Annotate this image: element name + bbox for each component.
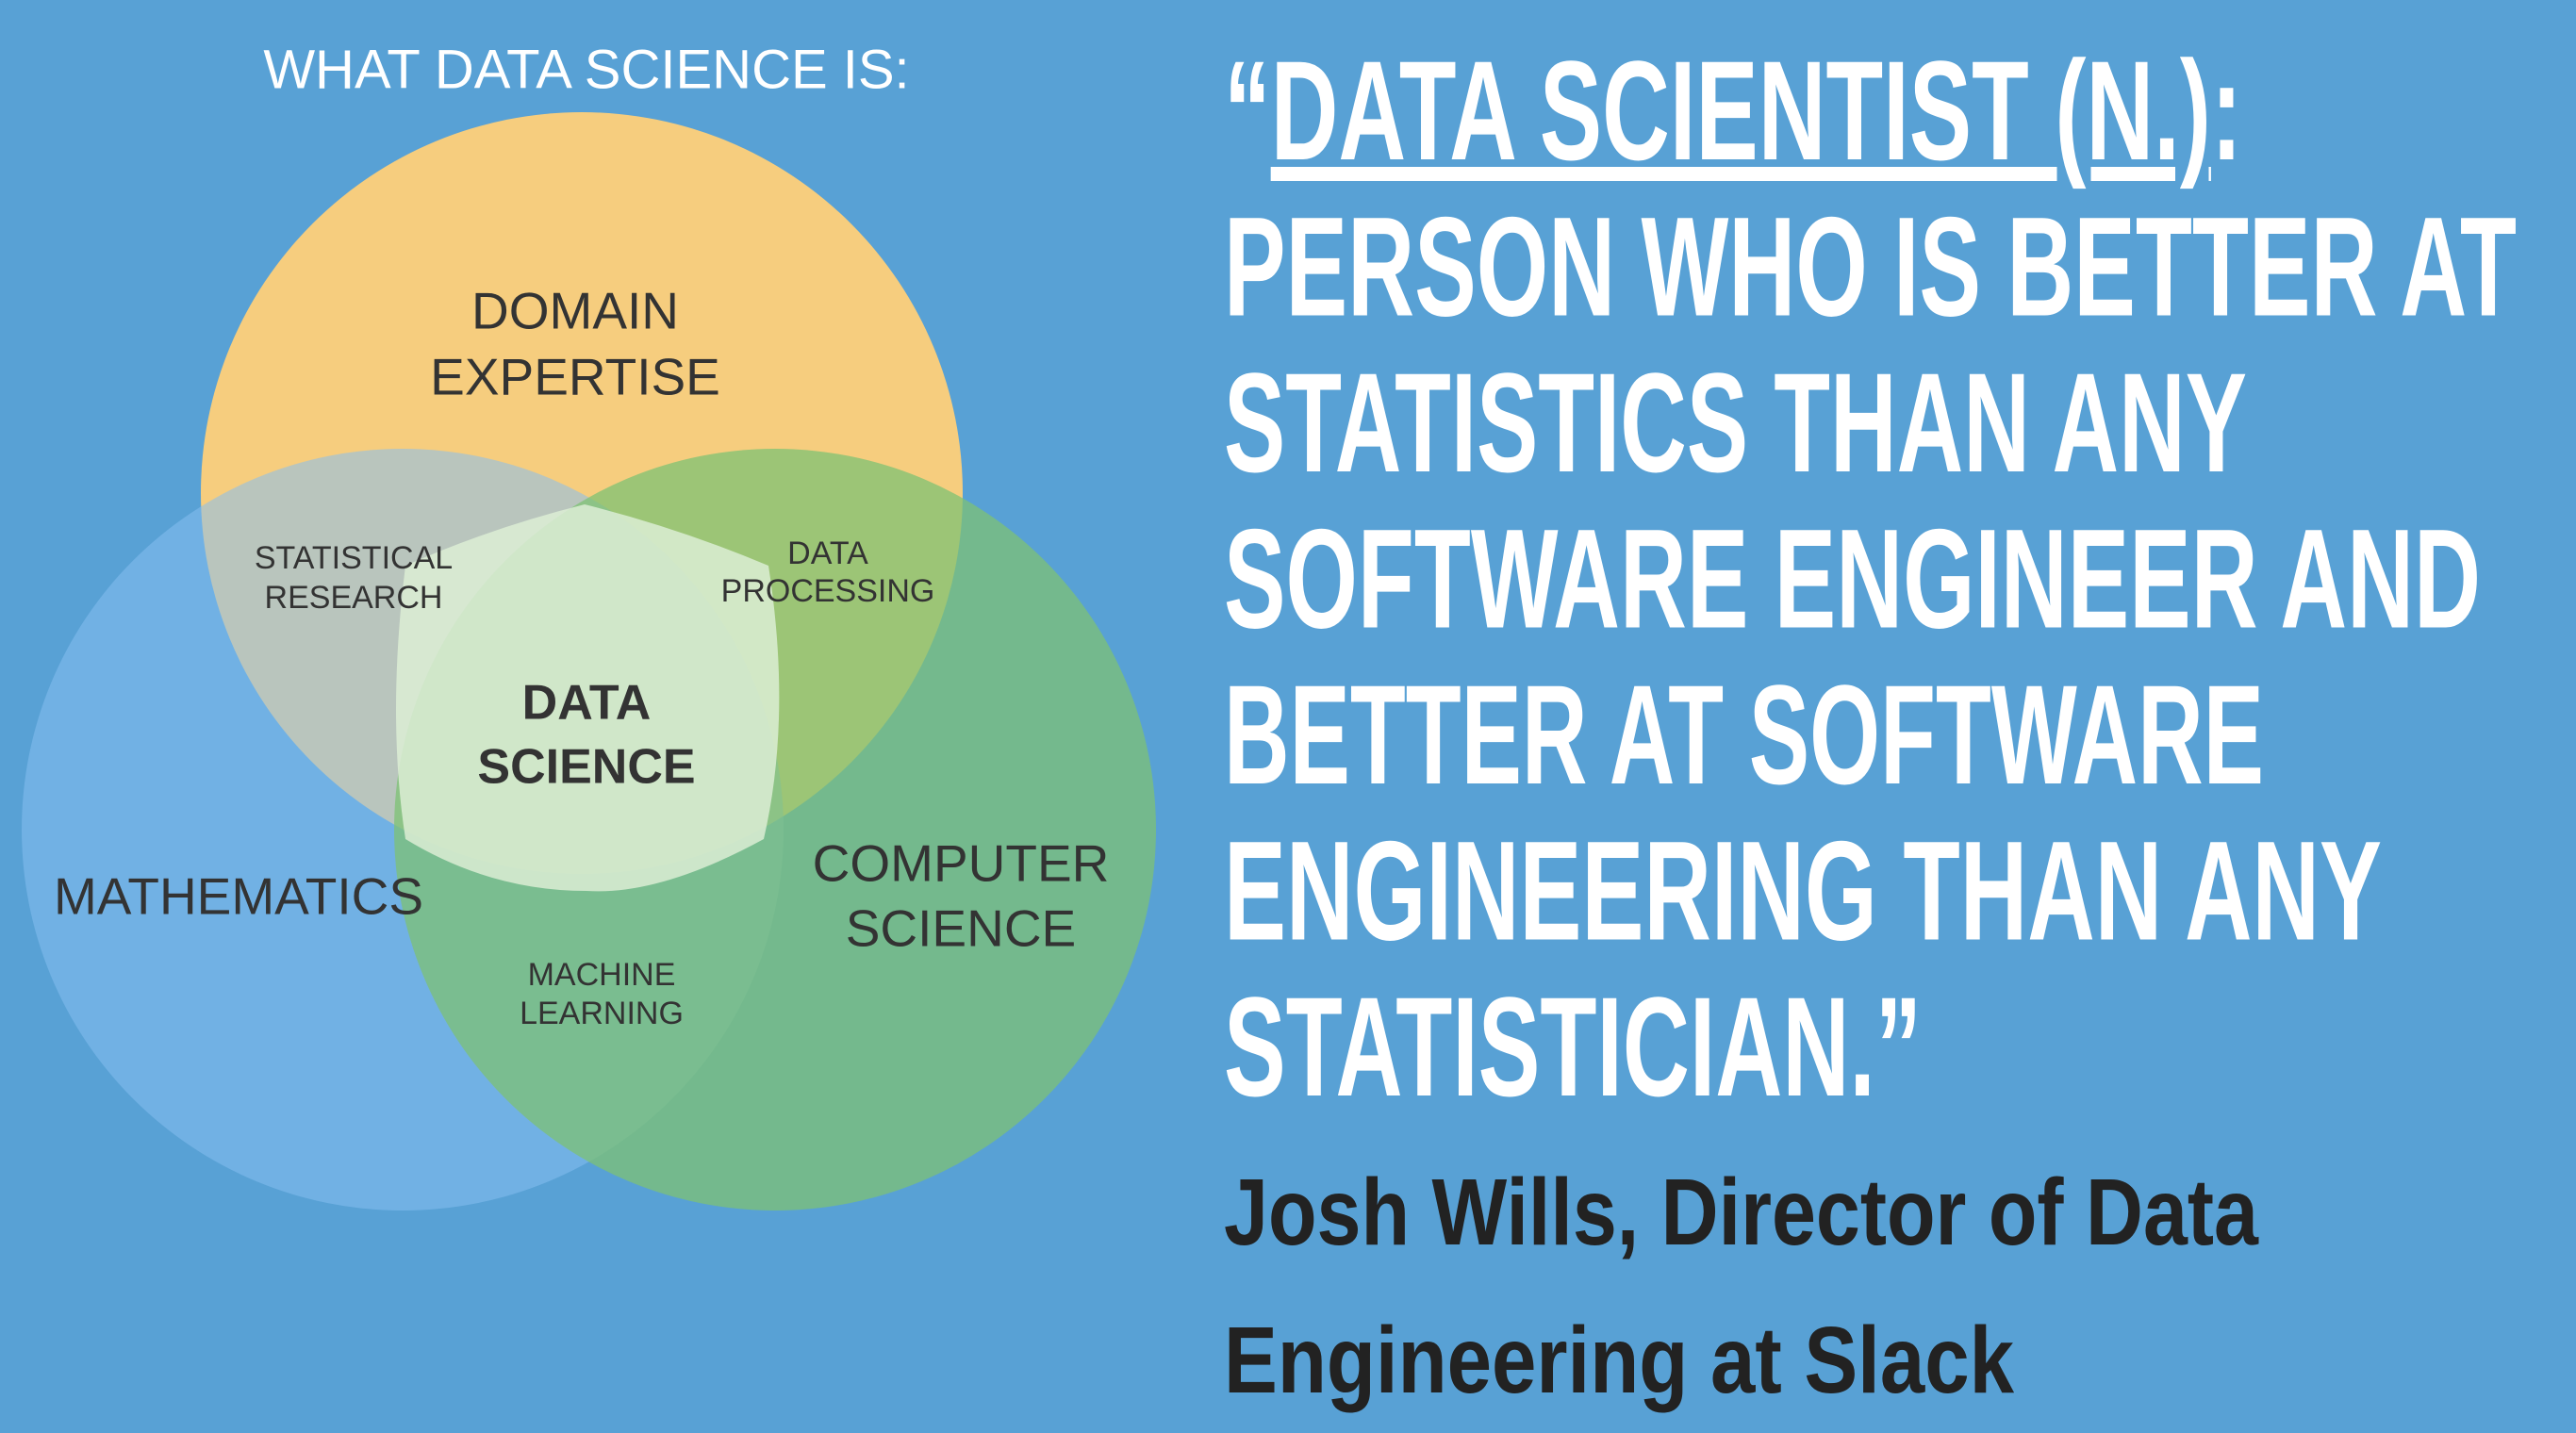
venn-label: RESEARCH — [265, 580, 443, 616]
slide-title: WHAT DATA SCIENCE IS: — [263, 39, 909, 100]
quote-term-end: : — [2211, 31, 2242, 189]
quote-line: STATISTICIAN.” — [1224, 967, 1922, 1126]
venn-labels: DOMAIN EXPERTISE MATHEMATICS COMPUTER SCIENC… — [54, 282, 1109, 1031]
venn-label: DOMAIN — [471, 282, 679, 340]
center-region — [396, 504, 780, 892]
venn-label: DATA — [522, 676, 652, 731]
quote-line: STATISTICS THAN ANY — [1224, 343, 2247, 502]
quote-line: SOFTWARE ENGINEER AND — [1224, 500, 2481, 658]
venn-label: SCIENCE — [846, 899, 1077, 958]
quote-line: PERSON WHO IS BETTER AT — [1224, 188, 2517, 346]
quote-line: “DATA SCIENTIST (N.): — [1224, 31, 2242, 189]
venn-label: MATHEMATICS — [54, 867, 423, 926]
attribution: Josh Wills, Director of Data Engineering … — [1224, 1160, 2259, 1413]
quote: “DATA SCIENTIST (N.):PERSON WHO IS BETTE… — [1224, 31, 2517, 1126]
venn-diagram — [22, 112, 1156, 1211]
venn-label: STATISTICAL — [255, 540, 453, 576]
venn-label: COMPUTER — [813, 834, 1110, 893]
quote-open: “ — [1224, 31, 1271, 189]
venn-label: DATA — [787, 535, 868, 571]
quote-line: BETTER AT SOFTWARE — [1224, 655, 2264, 814]
attribution-line: Engineering at Slack — [1224, 1308, 2014, 1413]
attribution-line: Josh Wills, Director of Data — [1224, 1160, 2259, 1265]
venn-label: EXPERTISE — [430, 348, 720, 406]
venn-label: PROCESSING — [721, 573, 935, 609]
venn-label: MACHINE — [528, 957, 676, 993]
quote-line: ENGINEERING THAN ANY — [1224, 812, 2382, 970]
venn-label: LEARNING — [520, 996, 684, 1031]
venn-label: SCIENCE — [477, 740, 695, 795]
quote-term: DATA SCIENTIST (N.) — [1271, 31, 2211, 189]
